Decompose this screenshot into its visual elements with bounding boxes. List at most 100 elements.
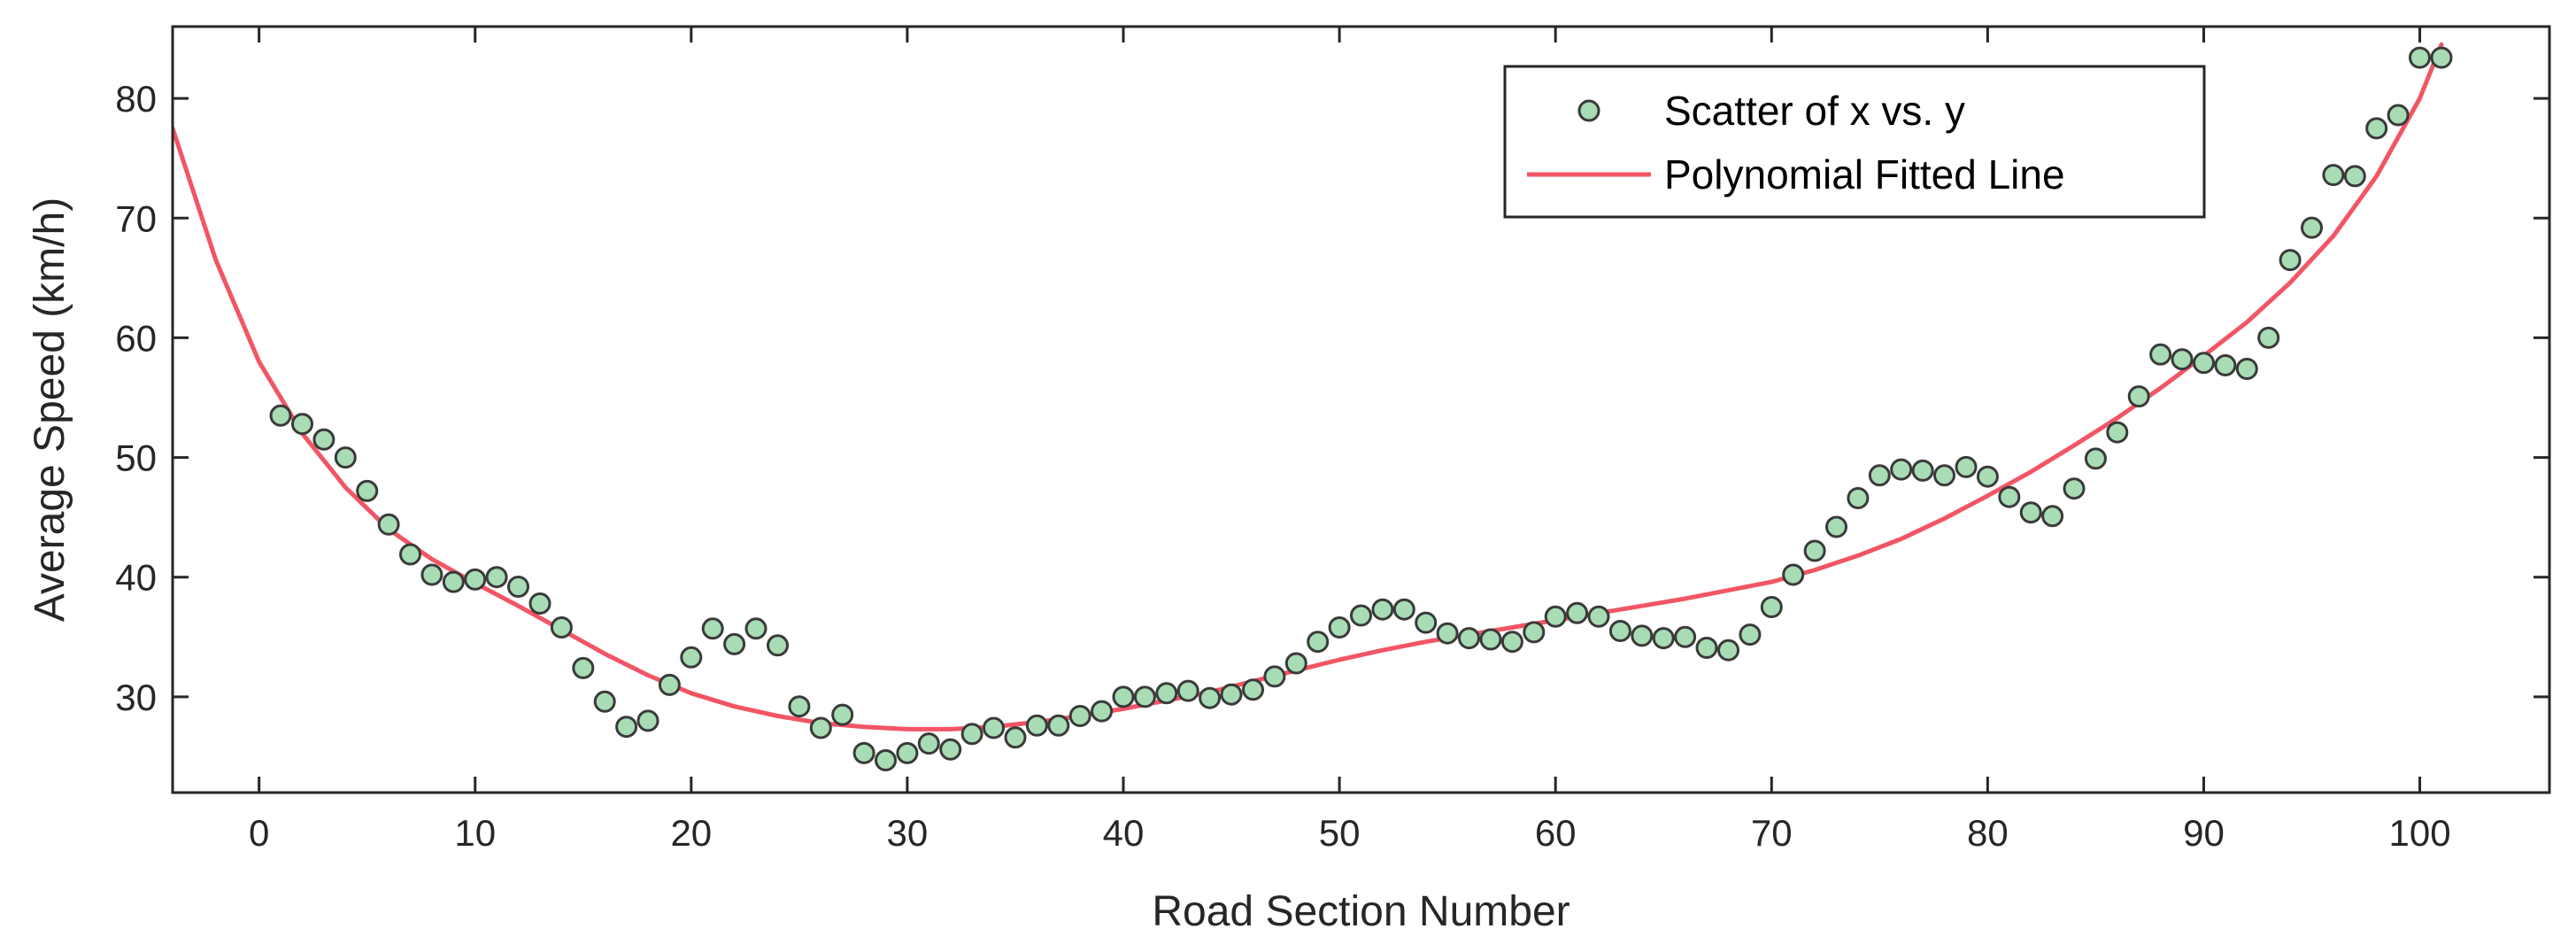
scatter-point [572,656,595,679]
scatter-point [1847,487,1870,509]
scatter-point [312,428,335,451]
scatter-point [2171,348,2194,371]
scatter-point [939,738,962,761]
scatter-point [1392,598,1415,621]
scatter-point [1025,714,1048,737]
y-tick-label: 60 [115,317,157,359]
scatter-point [636,709,659,732]
scatter-point [442,570,465,593]
scatter-point [2149,343,2172,366]
scatter-point [1242,678,1264,701]
scatter-point [658,673,681,696]
scatter-point [1911,459,1934,482]
scatter-point [788,695,811,718]
scatter-point [334,446,357,469]
scatter-point [1479,628,1502,651]
scatter-point [1133,685,1156,708]
scatter-point [1587,605,1610,628]
scatter-point [983,716,1005,739]
scatter-point [1004,726,1027,749]
scatter-point [1955,455,1978,478]
scatter-point [1307,631,1330,654]
scatter-point [2409,46,2431,69]
scatter-point [875,749,897,771]
scatter-point [2365,117,2388,140]
scatter-point [744,617,767,640]
y-tick-label: 30 [115,677,157,718]
x-tick-label: 10 [454,812,496,854]
scatter-point [1263,665,1286,688]
scatter-point [1998,485,2021,508]
x-tick-label: 0 [249,812,269,854]
x-tick-label: 70 [1751,812,1793,854]
scatter-point [1933,464,1955,487]
scatter-point [1976,465,1999,488]
scatter-point [917,732,940,755]
scatter-point [1371,598,1394,621]
scatter-point [1155,682,1178,705]
x-tick-label: 20 [670,812,712,854]
scatter-point [2214,354,2237,376]
scatter-point [1112,685,1135,708]
scatter-point [1350,604,1372,627]
scatter-point [2041,505,2064,528]
scatter-point [2084,447,2107,470]
scatter-point [723,632,746,655]
scatter-point [2430,46,2453,69]
scatter-point [2235,358,2258,380]
scatter-point [2106,421,2129,444]
scatter-point [1717,639,1739,662]
scatter-point [852,741,875,764]
scatter-point [615,716,638,739]
x-axis-label: Road Section Number [1152,888,1570,935]
scatter-point [2127,385,2150,408]
scatter-point [960,723,983,746]
scatter-point [1825,515,1847,538]
scatter-point [1436,622,1459,645]
x-tick-label: 100 [2389,812,2451,854]
scatter-point [2322,164,2345,187]
x-tick-label: 80 [1967,812,2009,854]
x-tick-label: 30 [887,812,929,854]
y-axis-label: Average Speed (km/h) [27,197,73,622]
legend-label-scatter: Scatter of x vs. y [1664,88,1965,134]
scatter-point [1760,596,1783,618]
y-tick-label: 70 [115,197,157,239]
scatter-point [701,617,724,640]
legend-label-fit: Polynomial Fitted Line [1664,151,2065,197]
scatter-point [2387,104,2410,127]
scatter-point [464,568,487,591]
scatter-point [528,592,551,615]
scatter-point [1652,627,1675,650]
scatter-point [1284,652,1307,675]
scatter-point [420,563,443,586]
legend-box [1503,65,2206,219]
scatter-point [269,404,292,427]
plot-area [173,42,2453,771]
scatter-point [593,690,616,713]
scatter-point [1176,679,1199,702]
scatter-point [896,741,919,764]
y-tick-label: 50 [115,437,157,479]
scatter-point [2193,352,2215,375]
scatter-point [1695,637,1718,659]
scatter-point [485,566,508,589]
scatter-point [809,716,832,739]
axes-box [171,25,2551,794]
scatter-point [831,703,854,726]
scatter-point [2019,501,2042,524]
scatter-point [507,576,529,598]
scatter-point [356,479,379,502]
scatter-point [1631,624,1654,647]
scatter-point [399,543,421,566]
scatter-point [1091,700,1114,723]
scatter-point [1500,631,1523,654]
scatter-point [1458,627,1480,650]
scatter-point [1739,623,1762,646]
scatter-point [1523,621,1546,644]
scatter-point [1674,625,1697,648]
scatter-point [1068,705,1091,727]
scatter-point [1890,458,1913,481]
